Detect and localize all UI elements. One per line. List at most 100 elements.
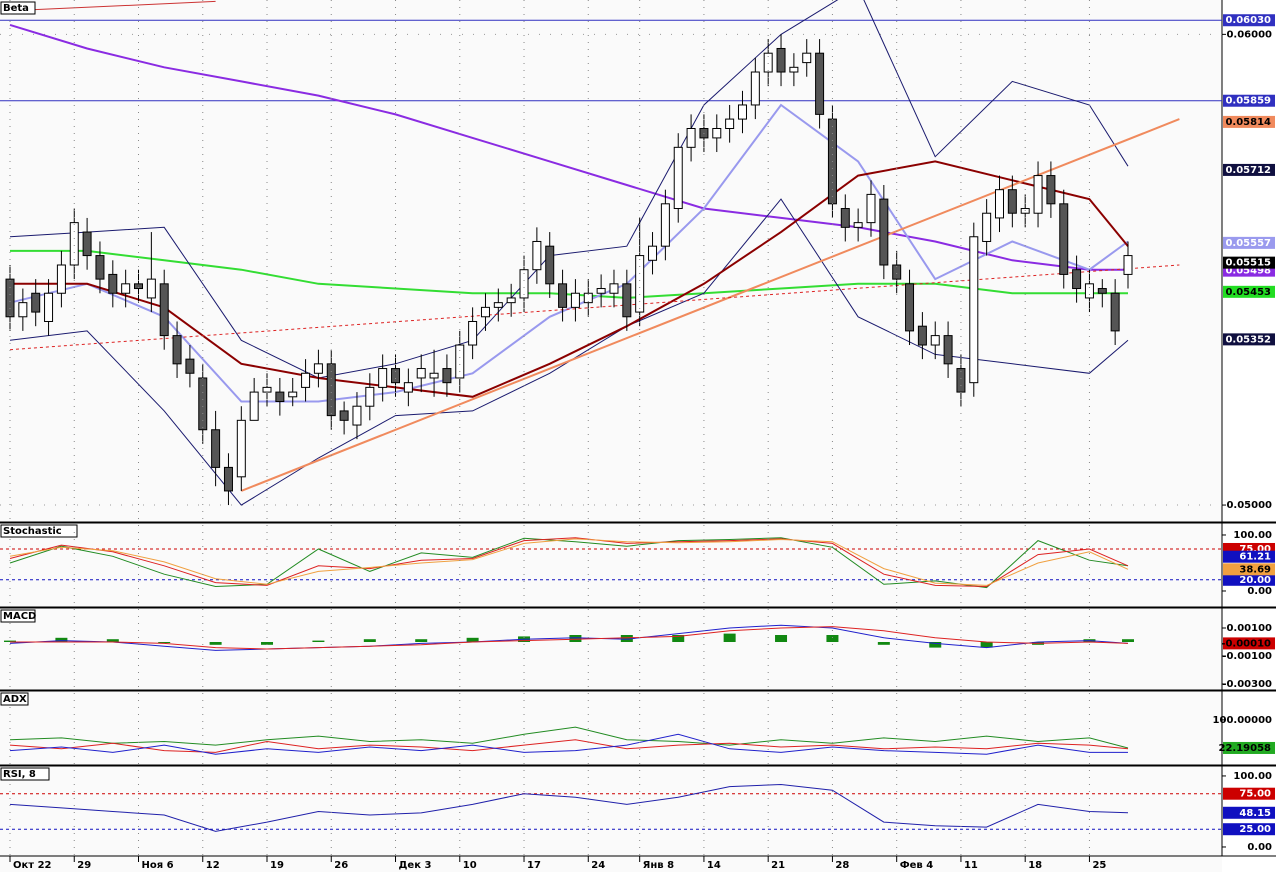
price-label: 20.00 — [1239, 575, 1271, 586]
candle-body — [44, 292, 54, 322]
price-label-box — [1223, 285, 1275, 298]
price-label: 38.69 — [1239, 564, 1271, 575]
y-tick-label: 100.00000 — [1213, 715, 1273, 726]
x-tick-label: Янв 8 — [643, 860, 674, 871]
candle-body — [56, 264, 66, 294]
candle-body — [352, 405, 362, 426]
candle-body — [493, 302, 503, 308]
y-tick-label: 0.00 — [1247, 586, 1272, 597]
panel-title-box — [0, 1, 36, 15]
candle-body — [223, 466, 233, 492]
candle-body — [1097, 288, 1107, 294]
candle-body — [1110, 292, 1120, 332]
histogram-bar — [4, 640, 16, 643]
price-label-box — [1223, 236, 1275, 249]
candle-body — [570, 292, 580, 308]
candle-body — [275, 391, 285, 403]
y-tick-label: -0.00300 — [1222, 679, 1272, 690]
histogram-bar — [106, 639, 119, 643]
histogram-bar — [775, 635, 788, 643]
x-tick-label: 17 — [527, 860, 541, 871]
candle-body — [930, 335, 940, 346]
panel-title: Stochastic — [3, 526, 62, 537]
panel — [0, 0, 1222, 506]
histogram-bar — [877, 642, 890, 645]
candle-body — [1084, 283, 1094, 299]
x-tick-label: 12 — [206, 860, 220, 871]
candle-body — [866, 193, 876, 224]
candle-body — [403, 382, 413, 393]
indicator-line — [9, 537, 1129, 589]
candle-body — [879, 198, 889, 266]
price-label-box — [1223, 806, 1275, 819]
x-tick-label: Дек 3 — [399, 860, 432, 871]
histogram-bar — [466, 637, 479, 643]
candle-body — [121, 283, 131, 294]
candle-body — [622, 283, 632, 318]
candle-body — [853, 222, 863, 228]
candle-body — [249, 391, 259, 421]
x-tick-label: 21 — [771, 860, 785, 871]
candle-body — [583, 292, 593, 304]
candle-body — [82, 231, 92, 257]
x-tick-label: 14 — [707, 860, 721, 871]
x-tick-label: Фев 4 — [900, 860, 934, 871]
price-label-box — [1223, 14, 1275, 27]
histogram-bar — [1122, 639, 1134, 643]
candle-body — [288, 391, 298, 398]
price-label-box — [1223, 256, 1275, 269]
candle-body — [236, 419, 246, 478]
price-label: 0.05515 — [1225, 258, 1271, 269]
price-axis-area — [1222, 0, 1276, 872]
price-label-box — [1223, 823, 1275, 836]
candle-body — [1033, 175, 1043, 214]
price-label: 0.05498 — [1225, 266, 1271, 277]
x-tick-label: Ноя 6 — [142, 860, 174, 871]
x-tick-label: 19 — [270, 860, 284, 871]
x-tick-label: Окт 22 — [13, 860, 52, 871]
overlay-line — [9, 0, 1129, 379]
panel-title: RSI, 8 — [3, 769, 36, 780]
candle-body — [943, 335, 953, 365]
price-label-box — [1223, 573, 1275, 586]
price-label-box — [1223, 563, 1275, 576]
candle-body — [558, 283, 568, 308]
x-tick-label: 26 — [334, 860, 348, 871]
candle-body — [134, 283, 144, 290]
candle-body — [455, 344, 465, 379]
indicator-line — [9, 783, 1129, 832]
candle-body — [301, 372, 311, 388]
candle-body — [750, 71, 760, 106]
candle-body — [1123, 255, 1133, 275]
price-label-box — [1223, 741, 1275, 754]
candle-body — [198, 377, 208, 431]
histogram-bar — [415, 639, 428, 643]
indicator-line — [9, 733, 1128, 755]
indicator-line — [9, 726, 1129, 749]
overlay-line — [240, 118, 1180, 492]
indicator-line — [10, 626, 1129, 650]
candle-body — [1007, 189, 1017, 214]
candle-body — [326, 363, 336, 417]
candle-body — [442, 368, 452, 384]
candle-body — [815, 52, 825, 115]
panel-title-box — [0, 524, 78, 538]
candle-body — [378, 368, 388, 388]
price-label-box — [1223, 550, 1275, 563]
price-label: 75.00 — [1239, 544, 1271, 555]
candle-body — [660, 203, 670, 247]
candle-body — [339, 410, 349, 421]
histogram-bar — [209, 642, 222, 645]
candle-body — [635, 255, 645, 313]
candle-body — [892, 264, 902, 280]
candle-body — [108, 273, 118, 294]
price-label: 48.15 — [1239, 808, 1271, 819]
price-label: 0.05453 — [1225, 287, 1271, 298]
x-tick-label: 10 — [463, 860, 477, 871]
histogram-bar — [929, 642, 942, 648]
candle-body — [468, 320, 478, 346]
candle-body — [994, 189, 1004, 219]
histogram-bar — [620, 635, 633, 643]
price-label: 0.05814 — [1225, 117, 1271, 128]
panel-title: ADX — [3, 694, 27, 705]
